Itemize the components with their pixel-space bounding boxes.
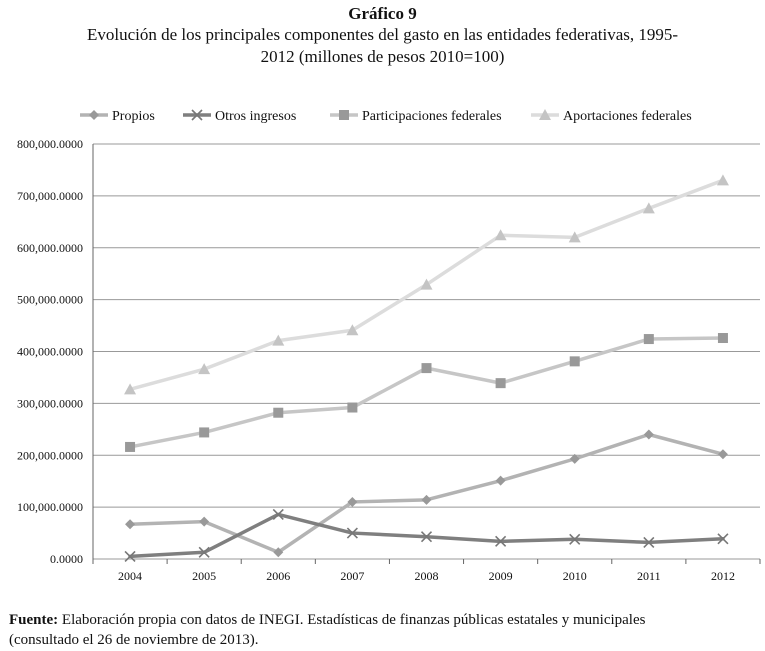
y-tick-label: 600,000.0000: [17, 241, 83, 255]
data-point-otros-ingresos: [272, 508, 284, 520]
data-point-propios: [717, 449, 728, 460]
x-tick-label: 2010: [563, 569, 587, 583]
data-point-otros-ingresos: [198, 546, 210, 558]
data-point-propios: [643, 429, 654, 440]
y-tick-label: 0.0000: [50, 552, 83, 566]
data-point-propios: [199, 516, 210, 527]
y-tick-label: 100,000.0000: [17, 500, 83, 514]
x-tick-label: 2006: [266, 569, 290, 583]
data-point-propios: [347, 496, 358, 507]
data-point-participaciones-federales: [199, 427, 210, 438]
data-point-propios: [495, 475, 506, 486]
data-point-otros-ingresos: [495, 535, 507, 547]
chart-label: Gráfico 9: [348, 4, 417, 23]
data-point-aportaciones-federales: [420, 278, 433, 290]
data-point-propios: [569, 453, 580, 464]
x-tick-label: 2004: [118, 569, 142, 583]
data-point-aportaciones-federales: [346, 324, 359, 336]
data-point-aportaciones-federales: [124, 383, 137, 395]
data-point-participaciones-federales: [643, 334, 654, 345]
data-point-propios: [125, 519, 136, 530]
x-tick-label: 2007: [340, 569, 364, 583]
legend-label-otros-ingresos: Otros ingresos: [215, 109, 296, 124]
x-tick-label: 2005: [192, 569, 216, 583]
legend-marker-propios: [89, 110, 99, 120]
y-tick-label: 700,000.0000: [17, 189, 83, 203]
data-point-participaciones-federales: [717, 333, 728, 344]
data-point-otros-ingresos: [643, 536, 655, 548]
y-tick-label: 500,000.0000: [17, 293, 83, 307]
footnote-prefix: Fuente:: [9, 612, 59, 628]
series-line-otros-ingresos: [128, 512, 725, 559]
series-line-propios: [128, 432, 725, 555]
series-line-participaciones-federales: [128, 336, 725, 449]
y-tick-label: 800,000.0000: [17, 137, 83, 151]
chart-title: Evolución de los principales componentes…: [86, 25, 679, 66]
x-tick-label: 2009: [489, 569, 513, 583]
data-point-propios: [273, 547, 284, 558]
data-point-participaciones-federales: [495, 378, 506, 389]
data-point-otros-ingresos: [124, 550, 136, 562]
data-point-otros-ingresos: [717, 533, 729, 545]
data-point-aportaciones-federales: [568, 231, 581, 243]
y-tick-label: 300,000.0000: [17, 396, 83, 410]
data-point-participaciones-federales: [273, 407, 284, 418]
data-point-otros-ingresos: [569, 533, 581, 545]
title-block: Gráfico 9 Evolución de los principales c…: [0, 4, 765, 68]
legend-marker-aportaciones-federales: [539, 109, 551, 120]
data-point-participaciones-federales: [125, 441, 136, 452]
data-point-aportaciones-federales: [494, 229, 507, 241]
legend-label-propios: Propios: [112, 109, 155, 124]
data-point-participaciones-federales: [347, 402, 358, 413]
legend-marker-participaciones-federales: [339, 110, 349, 120]
data-point-aportaciones-federales: [272, 334, 285, 346]
y-tick-label: 200,000.0000: [17, 448, 83, 462]
data-point-aportaciones-federales: [716, 174, 729, 186]
legend-label-participaciones-federales: Participaciones federales: [362, 109, 502, 124]
line-chart: 0.0000 100,000.0000 200,000.0000 300,000.00…: [17, 109, 761, 583]
x-tick-label: 2011: [637, 569, 661, 583]
data-point-aportaciones-federales: [642, 202, 655, 214]
data-point-propios: [421, 494, 432, 505]
data-point-otros-ingresos: [420, 531, 433, 543]
x-tick-label: 2008: [415, 569, 439, 583]
data-point-participaciones-federales: [421, 363, 432, 374]
legend-marker-otros-ingresos: [191, 109, 203, 121]
legend-label-aportaciones-federales: Aportaciones federales: [563, 109, 692, 124]
x-tick-label: 2012: [711, 569, 735, 583]
source-footnote: Fuente: Elaboración propia con datos de …: [9, 610, 659, 650]
data-point-aportaciones-federales: [198, 363, 211, 375]
data-point-otros-ingresos: [346, 527, 358, 539]
data-point-participaciones-federales: [569, 356, 580, 367]
footnote-text: Elaboración propia con datos de INEGI. E…: [9, 612, 646, 648]
y-tick-label: 400,000.0000: [17, 345, 83, 359]
